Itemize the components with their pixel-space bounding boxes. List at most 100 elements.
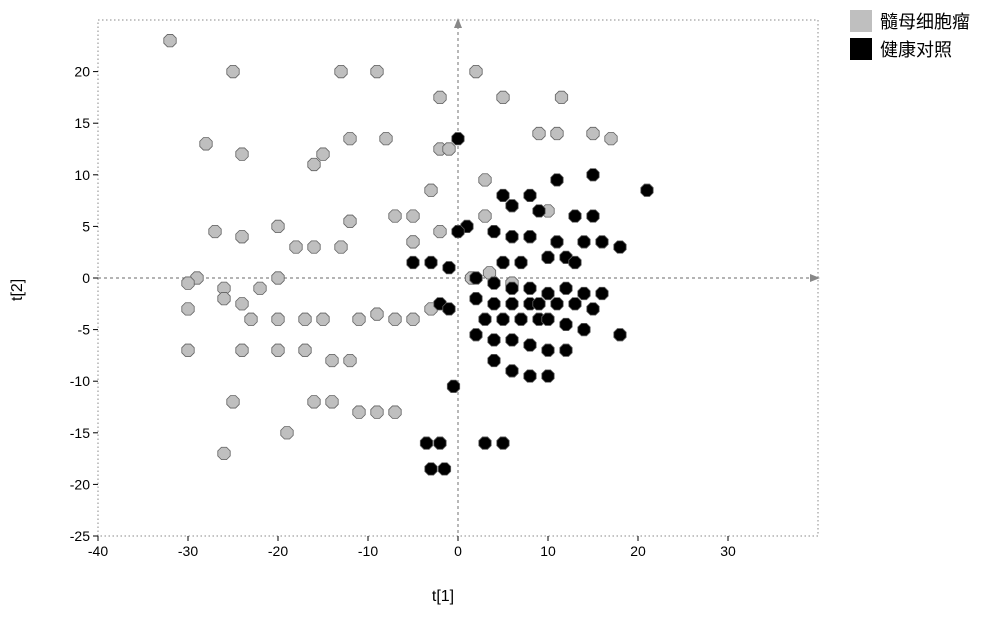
data-point (227, 396, 239, 408)
svg-text:-40: -40 (88, 543, 108, 559)
chart-svg: -40-30-20-100102030-25-20-15-10-50510152… (58, 10, 828, 570)
svg-text:-5: -5 (78, 322, 91, 338)
data-point (326, 354, 338, 366)
data-point (200, 138, 212, 150)
data-point (317, 148, 329, 160)
data-point (344, 132, 356, 144)
x-axis-label: t[1] (58, 588, 828, 606)
data-point (335, 241, 347, 253)
data-point (389, 313, 401, 325)
svg-text:10: 10 (74, 167, 90, 183)
svg-text:5: 5 (82, 218, 90, 234)
data-point (506, 200, 518, 212)
data-point (272, 344, 284, 356)
data-point (569, 256, 581, 268)
data-point (407, 313, 419, 325)
data-point (533, 127, 545, 139)
data-point (542, 313, 554, 325)
legend: 髓母细胞瘤健康对照 (850, 8, 970, 64)
data-point (290, 241, 302, 253)
data-point (506, 365, 518, 377)
data-point (470, 292, 482, 304)
data-point (551, 127, 563, 139)
data-point (551, 236, 563, 248)
data-point (371, 65, 383, 77)
data-point (236, 148, 248, 160)
data-point (236, 231, 248, 243)
data-point (443, 303, 455, 315)
data-point (299, 344, 311, 356)
legend-label: 健康对照 (880, 36, 952, 62)
data-point (447, 380, 459, 392)
data-point (425, 256, 437, 268)
data-point (497, 91, 509, 103)
data-point (308, 158, 320, 170)
data-point (299, 313, 311, 325)
legend-swatch (850, 38, 872, 60)
data-point (542, 370, 554, 382)
data-point (560, 282, 572, 294)
data-point (389, 210, 401, 222)
data-point (344, 215, 356, 227)
data-point (555, 91, 567, 103)
data-point (317, 313, 329, 325)
svg-text:15: 15 (74, 115, 90, 131)
data-point (272, 272, 284, 284)
data-point (515, 313, 527, 325)
data-point (227, 65, 239, 77)
data-point (506, 298, 518, 310)
data-point (452, 132, 464, 144)
svg-text:20: 20 (74, 64, 90, 80)
data-point (452, 225, 464, 237)
data-point (254, 282, 266, 294)
data-point (578, 287, 590, 299)
data-point (470, 329, 482, 341)
data-point (524, 231, 536, 243)
data-point (542, 287, 554, 299)
data-point (524, 282, 536, 294)
data-point (236, 298, 248, 310)
data-point (551, 298, 563, 310)
data-point (164, 34, 176, 46)
legend-item: 健康对照 (850, 36, 970, 62)
legend-swatch (850, 10, 872, 32)
data-point (542, 344, 554, 356)
data-point (587, 210, 599, 222)
data-point (569, 298, 581, 310)
data-point (560, 318, 572, 330)
data-point (569, 210, 581, 222)
svg-text:10: 10 (540, 543, 556, 559)
data-point (425, 463, 437, 475)
data-point (551, 174, 563, 186)
data-point (587, 169, 599, 181)
svg-text:-25: -25 (70, 528, 90, 544)
data-point (407, 256, 419, 268)
data-point (524, 370, 536, 382)
svg-text:-10: -10 (358, 543, 378, 559)
data-point (479, 210, 491, 222)
data-point (353, 406, 365, 418)
data-point (614, 329, 626, 341)
data-point (533, 205, 545, 217)
data-point (596, 287, 608, 299)
data-point (497, 189, 509, 201)
data-point (587, 303, 599, 315)
data-point (182, 344, 194, 356)
data-point (542, 251, 554, 263)
data-point (488, 298, 500, 310)
data-point (281, 427, 293, 439)
svg-text:-10: -10 (70, 373, 90, 389)
data-point (605, 132, 617, 144)
scatter-chart: -40-30-20-100102030-25-20-15-10-50510152… (58, 10, 828, 570)
data-point (497, 256, 509, 268)
data-point (371, 308, 383, 320)
data-point (236, 344, 248, 356)
data-point (182, 277, 194, 289)
data-point (488, 334, 500, 346)
data-point (506, 231, 518, 243)
data-point (488, 354, 500, 366)
svg-text:-20: -20 (70, 476, 90, 492)
data-point (614, 241, 626, 253)
data-point (308, 241, 320, 253)
data-point (641, 184, 653, 196)
